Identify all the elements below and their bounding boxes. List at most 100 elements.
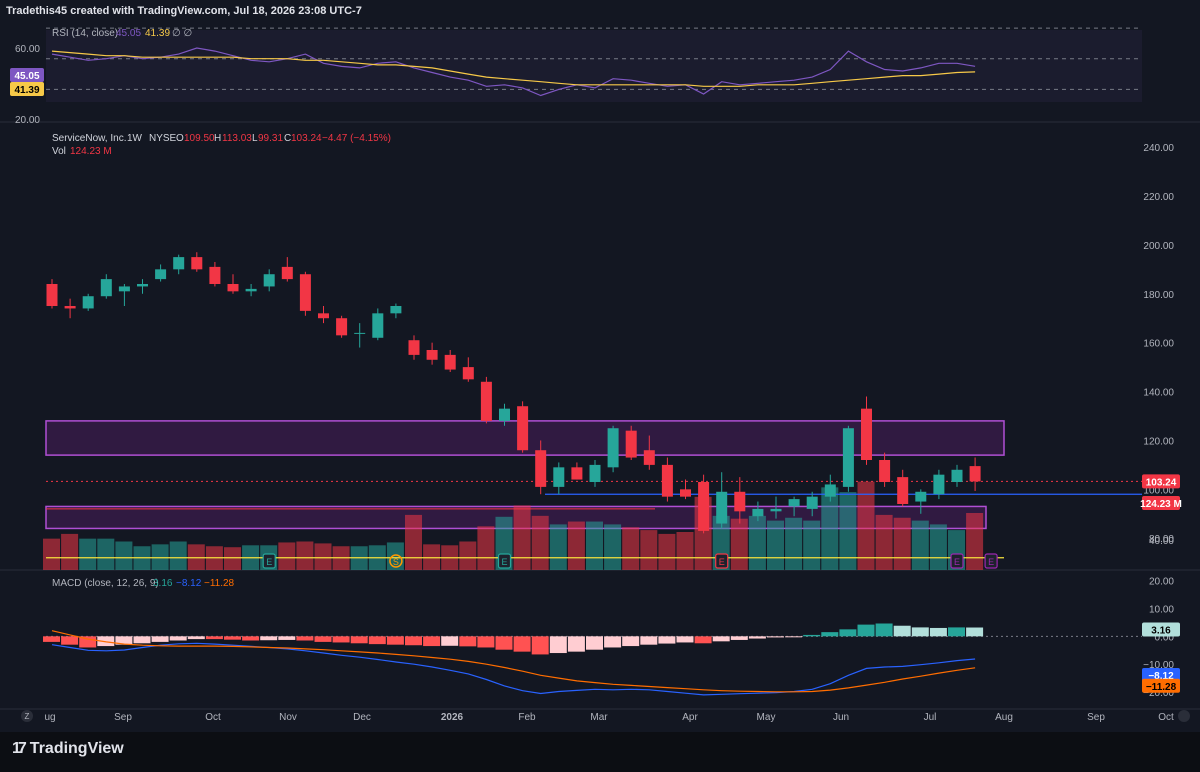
macd-histogram-bar bbox=[441, 636, 459, 646]
macd-histogram-bar bbox=[368, 636, 386, 645]
time-axis-label: May bbox=[757, 712, 776, 723]
chart-background bbox=[0, 22, 1200, 732]
macd-legend-macd: −8.12 bbox=[176, 578, 202, 589]
candle-body bbox=[318, 313, 329, 319]
rsi-series bbox=[51, 47, 976, 97]
chart-canvas[interactable]: E S E E E E 240.00 220.00 200.00 180.00 160.00 140… bbox=[0, 22, 1200, 732]
macd-histogram-bar bbox=[821, 632, 839, 637]
volume-bar bbox=[875, 514, 893, 570]
volume-bar bbox=[61, 533, 79, 570]
volume-bar bbox=[459, 541, 477, 570]
volume-bar bbox=[115, 541, 133, 570]
macd-legend-signal: −11.28 bbox=[204, 578, 235, 589]
ohlc-high-label: H bbox=[214, 133, 221, 144]
rsi-axis-label: 60.00 bbox=[15, 44, 40, 55]
candle-body bbox=[770, 508, 782, 512]
candle-body bbox=[915, 491, 927, 502]
macd-histogram-bar bbox=[911, 627, 929, 637]
symbol-name: ServiceNow, Inc. bbox=[52, 133, 126, 144]
macd-histogram-bar bbox=[242, 636, 260, 641]
price-axis[interactable]: 240.00 220.00 200.00 180.00 160.00 140.00 120.… bbox=[10, 44, 1182, 699]
event-marker-label: E bbox=[954, 557, 960, 567]
candle-body bbox=[951, 469, 963, 482]
rsi-line bbox=[51, 47, 976, 97]
macd-axis-label: −10.00 bbox=[1143, 660, 1174, 671]
candle-body bbox=[571, 467, 583, 480]
volume-bar bbox=[549, 524, 567, 570]
volume-bar bbox=[730, 518, 748, 570]
ohlc-open: 109.50 bbox=[184, 133, 215, 144]
time-axis[interactable]: ug Sep Oct Nov Dec 2026 Feb Mar Apr May Jun Jul Aug S… bbox=[21, 710, 1190, 723]
volume-bar bbox=[477, 526, 495, 570]
event-marker-shape bbox=[262, 553, 276, 569]
price-axis-label: 120.00 bbox=[1143, 436, 1174, 447]
macd-histogram-bar bbox=[694, 636, 712, 644]
rsi-axis-label: 20.00 bbox=[15, 115, 40, 126]
macd-histogram-bar bbox=[604, 636, 622, 648]
macd-histogram-bar bbox=[477, 636, 495, 648]
event-marker-shape bbox=[950, 553, 964, 569]
macd-series bbox=[43, 623, 1142, 696]
candle-body bbox=[281, 266, 293, 280]
macd-histogram-bar bbox=[350, 636, 368, 644]
volume-badge: 124.23 M bbox=[1140, 499, 1182, 510]
candle-body bbox=[426, 350, 438, 360]
volume-bar bbox=[893, 517, 911, 570]
candle-body bbox=[752, 508, 764, 517]
candle-body bbox=[879, 460, 891, 482]
candle-body bbox=[824, 484, 836, 497]
candle-body bbox=[842, 428, 854, 487]
tradingview-logo[interactable]: 17 TradingView bbox=[12, 740, 124, 758]
candle-body bbox=[408, 340, 420, 355]
symbol-interval: 1W bbox=[127, 133, 143, 144]
footer-bar bbox=[0, 732, 1200, 772]
horizontal-lines[interactable] bbox=[46, 480, 1142, 559]
time-axis-label: Sep bbox=[114, 712, 132, 723]
candle-body bbox=[661, 464, 673, 497]
macd-histogram-bar bbox=[423, 636, 441, 647]
volume-bar bbox=[513, 505, 531, 570]
macd-histogram-bar bbox=[857, 624, 875, 637]
volume-bar bbox=[586, 521, 603, 570]
time-axis-label: Dec bbox=[353, 712, 371, 723]
time-axis-label: Oct bbox=[1158, 712, 1174, 723]
volume-badge-bg bbox=[1142, 496, 1180, 510]
macd-legend-hist: 3.16 bbox=[153, 578, 173, 589]
volume-bar bbox=[676, 532, 694, 570]
volume-bar bbox=[604, 524, 622, 570]
volume-bar bbox=[43, 538, 60, 570]
rsi-badge: 45.05 bbox=[14, 71, 39, 82]
candle-body bbox=[372, 313, 384, 338]
event-marker-label: E bbox=[719, 557, 725, 567]
candle-body bbox=[245, 288, 257, 292]
tradingview-logo-icon: 17 bbox=[12, 740, 27, 757]
macd-histogram-bar bbox=[658, 636, 676, 644]
volume-legend-value: 124.23 M bbox=[70, 146, 112, 157]
rsi-level-lines bbox=[46, 27, 1142, 90]
candle-body bbox=[589, 464, 601, 482]
candle-body bbox=[734, 491, 746, 512]
price-axis-label: 140.00 bbox=[1143, 388, 1174, 399]
time-axis-label: Aug bbox=[995, 712, 1013, 723]
macd-histogram-bar bbox=[405, 636, 422, 646]
candle-body bbox=[861, 408, 872, 460]
time-axis-label: Nov bbox=[279, 712, 297, 723]
candle-body bbox=[336, 318, 348, 336]
event-marker-label: E bbox=[266, 557, 272, 567]
event-marker-shape bbox=[389, 554, 403, 568]
rsi-badge-bg bbox=[10, 68, 44, 82]
macd-histogram-bar bbox=[43, 636, 60, 642]
candle-body bbox=[517, 406, 529, 451]
macd-histogram-bar bbox=[966, 627, 984, 637]
macd-histogram-bar bbox=[948, 627, 965, 637]
rsi-ma-line bbox=[51, 50, 976, 87]
symbol-exchange: NYSE bbox=[149, 133, 177, 144]
macd-histogram-bar bbox=[187, 636, 205, 640]
macd-histogram-bar bbox=[495, 636, 513, 650]
macd-histogram-bar bbox=[224, 636, 241, 640]
candle-body bbox=[643, 450, 655, 465]
event-marker-shape bbox=[715, 553, 729, 569]
earnings-marker-next bbox=[984, 553, 998, 569]
macd-legend-title: MACD (close, 12, 26, 9) bbox=[52, 578, 159, 589]
